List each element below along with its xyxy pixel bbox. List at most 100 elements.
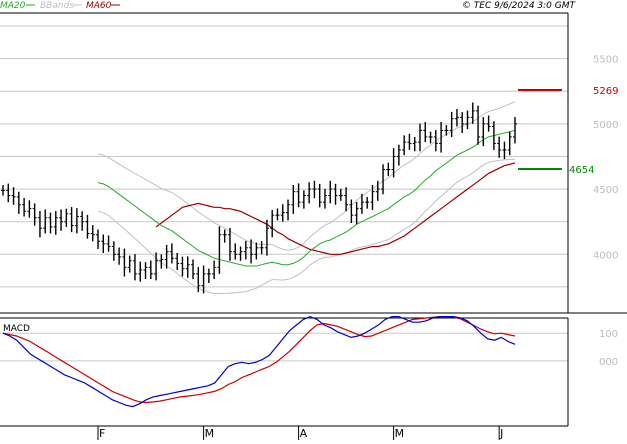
candle-bar (428, 131, 433, 144)
macd-panel-label: MACD (3, 324, 30, 334)
price-ytick-label: 4000 (593, 250, 618, 261)
candle-bar (254, 242, 259, 260)
candle-bar (417, 123, 422, 152)
macd-line (2, 315, 516, 408)
price-ytick-label: 5500 (593, 55, 618, 66)
candle-bar (391, 148, 396, 178)
candle-bar (481, 117, 486, 147)
candle-bar (227, 227, 232, 261)
candle-bar (465, 110, 470, 130)
x-axis-label: M (205, 427, 215, 440)
candle-bar (238, 246, 243, 261)
header-legend: MA20 BBands MA60 © TEC 9/6/2024 3:0 GMT (0, 1, 576, 11)
candle-bar (148, 260, 153, 280)
candle-bar (264, 219, 269, 256)
candle-bar (69, 207, 74, 233)
candle-bar (243, 241, 248, 260)
legend-ma60-label: MA60 (86, 1, 112, 11)
price-gridlines (0, 25, 568, 288)
resistance-label: 5269 (593, 86, 618, 97)
candle-bar (1, 185, 5, 196)
candle-bar (444, 125, 449, 136)
candle-bar (143, 262, 148, 280)
candle-bar (317, 183, 322, 208)
candle-bar (32, 203, 37, 226)
candle-bar (359, 193, 364, 214)
candle-bar (301, 190, 306, 209)
candle-bar (196, 267, 201, 293)
candles-layer (1, 102, 517, 294)
candle-bar (502, 141, 507, 160)
candle-bar (37, 211, 42, 238)
ma20-line (97, 129, 516, 267)
candle-bar (354, 201, 359, 225)
candle-bar (169, 243, 174, 264)
candle-bar (476, 105, 481, 145)
candle-bar (175, 253, 180, 270)
candle-bar (454, 109, 459, 127)
legend-ma20-label: MA20 (0, 1, 26, 11)
x-axis-label: M (395, 427, 405, 440)
candle-bar (307, 182, 312, 204)
candle-bar (491, 121, 496, 150)
legend-bbands-label: BBands (40, 1, 74, 11)
macd-ytick-label: 000 (599, 357, 618, 368)
candle-bar (280, 204, 285, 222)
candle-bar (11, 187, 16, 205)
candle-bar (486, 115, 491, 132)
support-label: 4654 (569, 165, 594, 176)
candle-bar (344, 187, 349, 212)
candle-bar (296, 183, 301, 208)
candle-bar (275, 208, 280, 221)
candle-bar (96, 229, 101, 250)
price-yticks: 4000 4500 5000 5500 (593, 55, 618, 262)
candle-bar (513, 117, 517, 144)
price-ytick-label: 5000 (593, 120, 618, 131)
macd-ytick-label: 100 (599, 329, 618, 340)
candle-bar (117, 247, 122, 265)
candle-bar (164, 244, 169, 269)
bband-upper-line (97, 101, 516, 251)
candle-bar (122, 248, 127, 277)
macd-signal-line (2, 316, 516, 404)
candle-bar (407, 133, 412, 150)
candle-bar (64, 208, 69, 227)
candle-bar (212, 260, 217, 280)
candle-bar (249, 239, 254, 264)
candle-bar (43, 209, 48, 234)
candle-bar (222, 229, 227, 243)
ma20-layer (97, 129, 516, 267)
candle-bar (312, 180, 317, 199)
candle-bar (138, 261, 143, 282)
candle-bar (396, 144, 401, 166)
candle-bar (349, 199, 354, 223)
x-axis-label: F (99, 427, 105, 440)
candle-bar (286, 199, 291, 221)
candle-bar (291, 184, 296, 214)
ma60-line (155, 162, 516, 255)
candle-bar (381, 164, 386, 195)
candle-bar (132, 254, 137, 281)
candle-bar (201, 265, 206, 294)
candle-bar (370, 184, 375, 210)
x-axis-label: A (300, 427, 308, 440)
price-ytick-label: 4500 (593, 185, 618, 196)
candle-bar (449, 111, 454, 137)
macd-lines-layer (2, 315, 516, 408)
candle-bar (111, 241, 116, 261)
bband-lower-line (97, 158, 516, 295)
candle-bar (328, 180, 333, 204)
candle-bar (48, 212, 53, 234)
candle-bar (101, 234, 106, 253)
candle-bar (338, 188, 343, 201)
candle-bar (217, 226, 222, 274)
candle-bar (90, 225, 95, 242)
candle-bar (27, 200, 32, 218)
candle-bar (59, 209, 64, 231)
candle-bar (507, 131, 512, 156)
candle-bar (191, 259, 196, 280)
candle-bar (206, 268, 211, 283)
candle-bar (322, 188, 327, 209)
